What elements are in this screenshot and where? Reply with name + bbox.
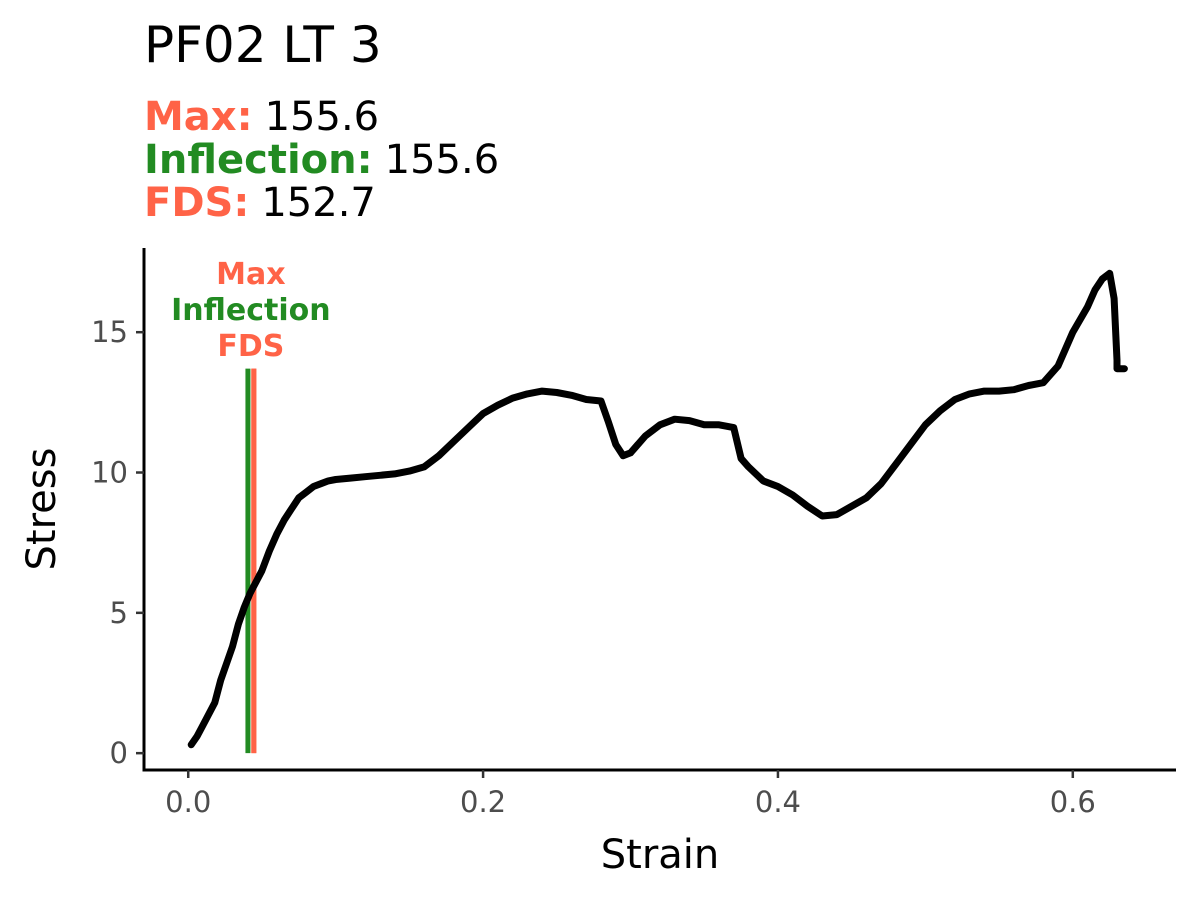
stats-block: Max: 155.6 Inflection: 155.6 FDS: 152.7 (144, 94, 499, 226)
x-tick-label: 0.4 (755, 785, 801, 819)
y-tick-label: 15 (91, 315, 128, 349)
marker-label-inflection: Inflection (171, 293, 330, 328)
x-tick-label: 0.6 (1050, 785, 1096, 819)
stat-inflection-label: Inflection: (144, 137, 373, 183)
stat-max-label: Max: (144, 94, 253, 140)
y-tick-label: 10 (91, 456, 128, 490)
stat-max-value: 155.6 (265, 94, 380, 140)
stat-inflection-line: Inflection: 155.6 (144, 137, 499, 183)
x-axis-title: Strain (601, 832, 720, 878)
x-tick-label: 0.2 (460, 785, 506, 819)
curve-layer (187, 269, 1128, 749)
y-tick-label: 0 (110, 736, 128, 770)
axes: 0 5 10 15 0.0 0.2 0.4 0.6 (91, 248, 1176, 819)
stress-strain-line (187, 269, 1128, 749)
marker-label-fds: FDS (217, 329, 284, 364)
marker-label-max: Max (216, 257, 285, 292)
stat-fds-value: 152.7 (261, 180, 376, 226)
stat-fds-line: FDS: 152.7 (144, 180, 376, 226)
y-ticks: 0 5 10 15 (91, 315, 144, 770)
stat-fds-label: FDS: (144, 180, 249, 226)
y-tick-label: 5 (110, 596, 128, 630)
stat-max-line: Max: 155.6 (144, 94, 379, 140)
x-tick-label: 0.0 (165, 785, 211, 819)
stat-inflection-value: 155.6 (385, 137, 500, 183)
y-axis-title: Stress (19, 448, 65, 571)
chart-title: PF02 LT 3 (144, 16, 382, 74)
marker-lines (245, 368, 257, 754)
x-ticks: 0.0 0.2 0.4 0.6 (165, 770, 1096, 819)
